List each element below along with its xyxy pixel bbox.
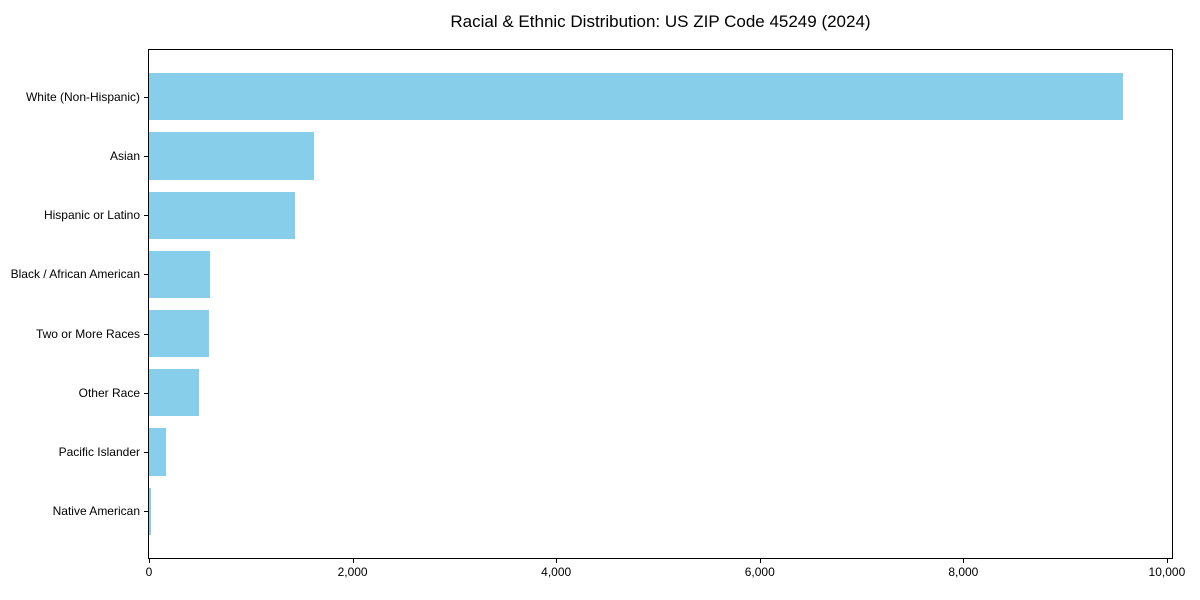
y-label-asian: Asian bbox=[109, 148, 140, 163]
y-label-two-or-more-races: Two or More Races bbox=[35, 326, 140, 341]
y-tick-mark bbox=[144, 155, 148, 157]
y-tick-mark bbox=[144, 392, 148, 394]
bar-hispanic-or-latino bbox=[149, 191, 296, 239]
y-tick-mark bbox=[144, 215, 148, 217]
chart-title: Racial & Ethnic Distribution: US ZIP Cod… bbox=[450, 12, 871, 31]
x-tick-label-2-000: 2,000 bbox=[337, 565, 368, 579]
y-label-hispanic-or-latino: Hispanic or Latino bbox=[43, 208, 140, 223]
plot-area bbox=[148, 49, 1173, 559]
x-tick-label-10-000: 10,000 bbox=[1148, 565, 1186, 579]
y-tick-mark bbox=[144, 96, 148, 98]
y-label-native-american: Native American bbox=[52, 504, 140, 519]
y-tick-mark bbox=[144, 274, 148, 276]
y-axis-labels: White (Non-Hispanic) Asian Hispanic or Lat… bbox=[0, 50, 140, 558]
y-label-pacific-islander: Pacific Islander bbox=[58, 445, 140, 460]
x-tick-label-6-000: 6,000 bbox=[744, 565, 775, 579]
x-tick-mark bbox=[1166, 559, 1168, 563]
x-tick-label-8-000: 8,000 bbox=[948, 565, 979, 579]
bar-white-non-hispanic bbox=[149, 73, 1124, 121]
bar-asian bbox=[149, 132, 315, 180]
x-tick-mark bbox=[759, 559, 761, 563]
x-tick-mark bbox=[149, 559, 150, 563]
x-tick-mark bbox=[352, 559, 354, 563]
y-label-other-race: Other Race bbox=[78, 385, 140, 400]
y-tick-mark bbox=[144, 511, 148, 513]
bar-native-american bbox=[149, 487, 152, 535]
x-tick-label-0: 0 bbox=[145, 565, 153, 579]
bar-pacific-islander bbox=[149, 428, 167, 476]
y-tick-mark bbox=[144, 333, 148, 335]
bar-other-race bbox=[149, 369, 199, 417]
y-tick-mark bbox=[144, 452, 148, 454]
y-label-white-non-hispanic: White (Non-Hispanic) bbox=[25, 89, 140, 104]
y-label-black-african-american: Black / African American bbox=[10, 267, 140, 282]
x-tick-mark bbox=[963, 559, 965, 563]
bar-two-or-more-races bbox=[149, 309, 209, 358]
x-tick-label-4-000: 4,000 bbox=[541, 565, 572, 579]
x-tick-mark bbox=[556, 559, 558, 563]
bar-black-african-american bbox=[149, 250, 210, 299]
